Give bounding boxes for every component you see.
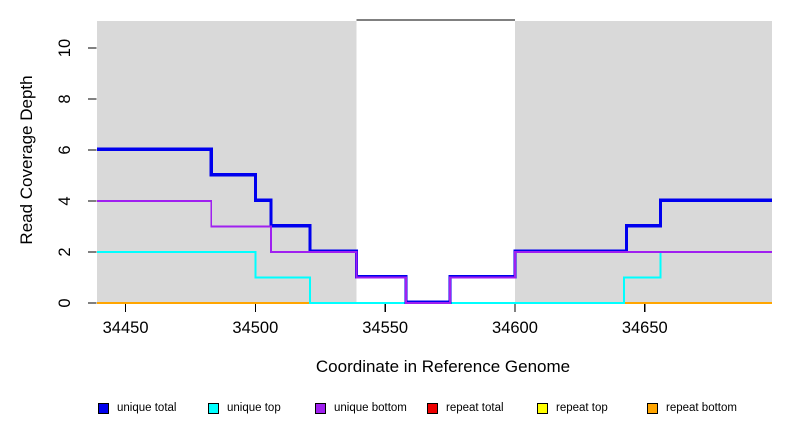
x-tick-label: 34550 xyxy=(362,319,408,337)
y-tick-label: 6 xyxy=(56,145,74,154)
x-tick-label: 34600 xyxy=(492,319,538,337)
y-tick-label: 2 xyxy=(56,247,74,256)
y-tick-label: 4 xyxy=(56,196,74,205)
y-tick-label: 10 xyxy=(56,39,74,57)
series-line-unique-top xyxy=(97,251,772,304)
unique-region-shade xyxy=(97,21,357,303)
y-tick-label: 0 xyxy=(56,298,74,307)
y-axis-title: Read Coverage Depth xyxy=(17,75,36,245)
x-axis-title: Coordinate in Reference Genome xyxy=(315,357,571,376)
unique-region-shade xyxy=(514,21,772,303)
x-tick-label: 34500 xyxy=(232,319,278,337)
series-line-unique-bottom xyxy=(97,200,772,304)
y-tick-label: 8 xyxy=(56,94,74,103)
x-tick-label: 34450 xyxy=(103,319,149,337)
x-tick-label: 34650 xyxy=(622,319,668,337)
